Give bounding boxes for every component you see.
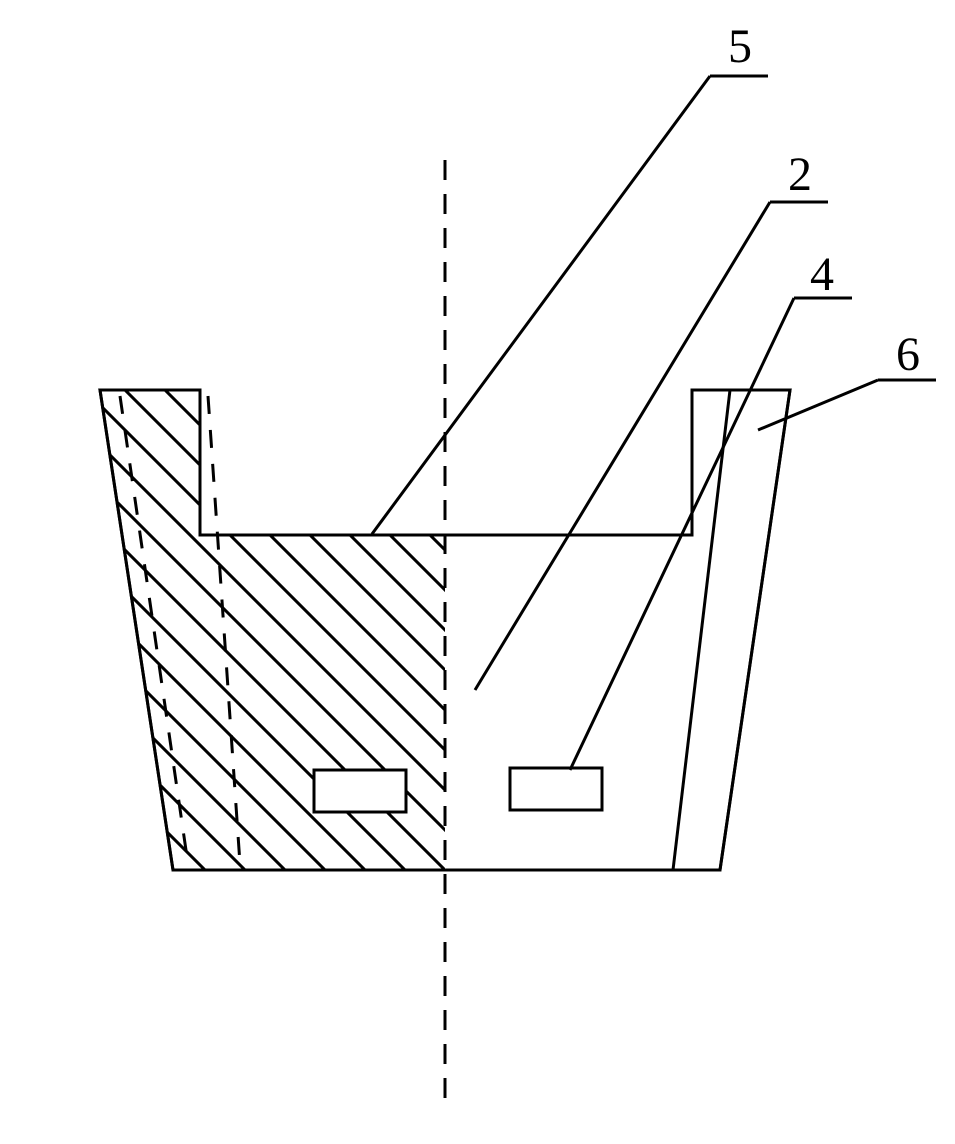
leader-line-5 — [372, 76, 710, 534]
outer-left-hidden-line — [120, 396, 188, 864]
inner-right-wall-line — [673, 390, 730, 870]
inner-left-hidden-line — [208, 396, 240, 864]
callout-label-4: 4 — [810, 248, 834, 301]
embedded-block-1 — [314, 770, 406, 812]
leader-line-6 — [758, 380, 878, 430]
leader-line-2 — [475, 202, 770, 690]
diagram-canvas: 5 2 4 6 — [0, 0, 955, 1144]
callout-label-5: 5 — [728, 20, 752, 73]
embedded-block-2 — [510, 768, 602, 810]
section-hatching — [40, 0, 505, 1144]
callout-label-6: 6 — [896, 328, 920, 381]
callout-label-2: 2 — [788, 148, 812, 201]
